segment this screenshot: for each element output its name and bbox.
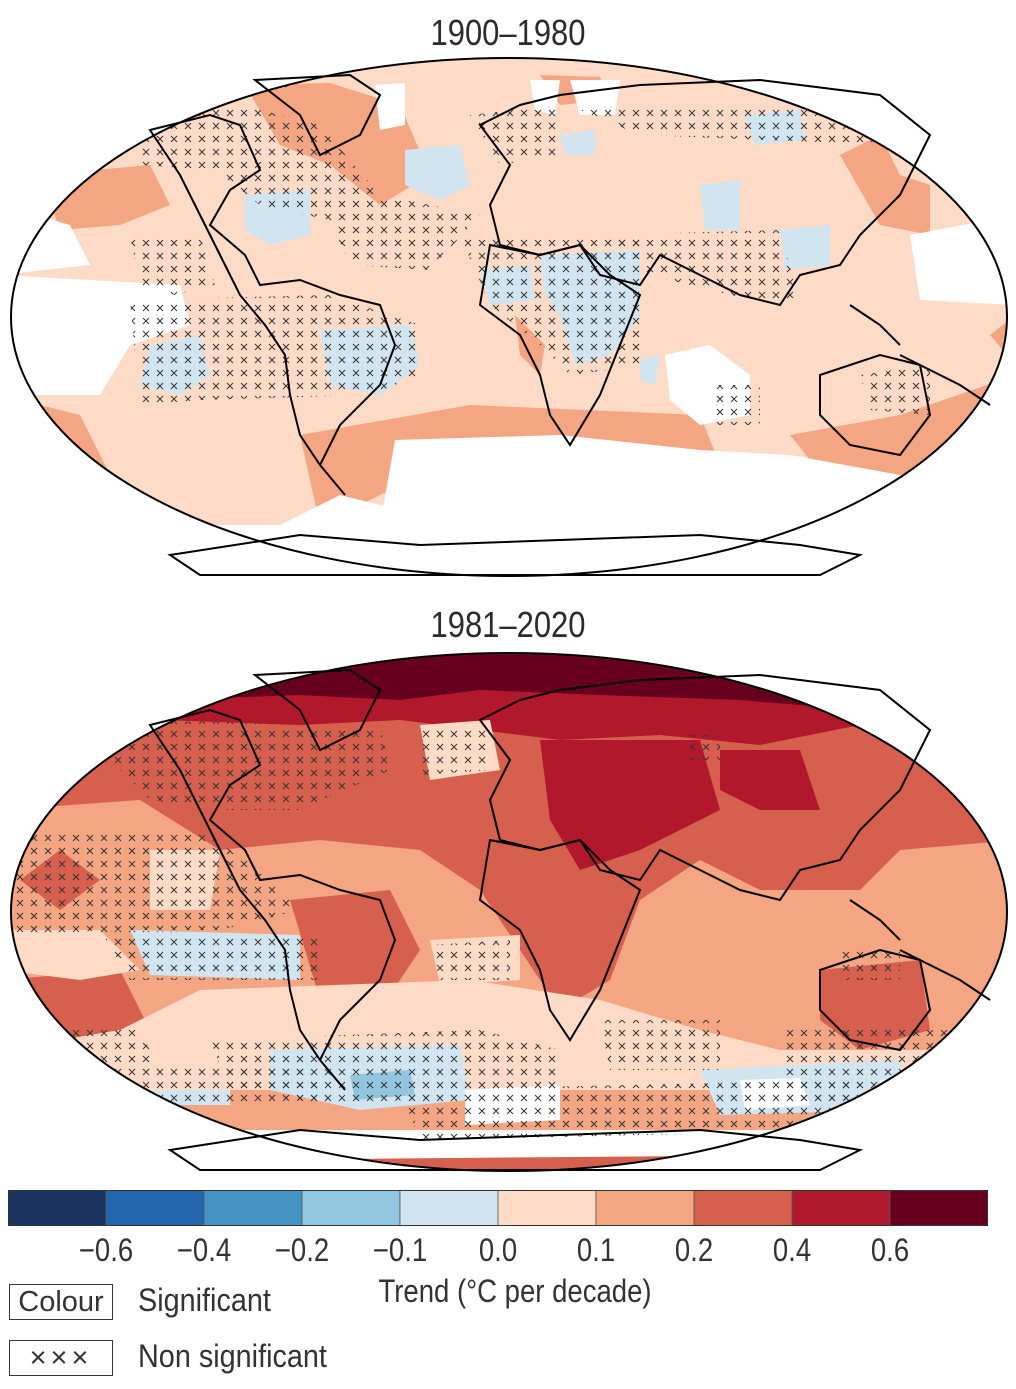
colorbar-cell [8, 1190, 107, 1226]
colorbar-cell [301, 1190, 401, 1226]
map-1981-2020 [10, 652, 1008, 1172]
colorbar-tick: 0.6 [870, 1232, 910, 1268]
legend-colour-swatch: Colour [9, 1284, 113, 1320]
legend-cross-swatch: ××× [9, 1340, 113, 1376]
colorbar-cell [693, 1190, 793, 1226]
legend-significant-label: Significant [138, 1282, 271, 1318]
panel-title-1981-2020: 1981–2020 [430, 604, 586, 645]
colorbar-cell [791, 1190, 891, 1226]
colorbar-tick: 0.4 [772, 1232, 812, 1268]
legend-nonsignificant-label: Non significant [138, 1338, 327, 1374]
map1-globe-outline [10, 57, 1008, 577]
colorbar-tick: 0.1 [576, 1232, 616, 1268]
colorbar-tick: −0.4 [176, 1232, 232, 1268]
map-1900-1980 [10, 57, 1008, 577]
colorbar [8, 1190, 988, 1226]
colorbar-tick: −0.1 [372, 1232, 428, 1268]
map2-globe-outline [10, 652, 1008, 1172]
colorbar-cell [399, 1190, 499, 1226]
map2-coastlines [148, 668, 991, 1171]
colorbar-label: Trend (°C per decade) [378, 1273, 652, 1309]
colorbar-tick: 0.2 [674, 1232, 714, 1268]
colorbar-tick: −0.2 [274, 1232, 330, 1268]
colorbar-tick: −0.6 [78, 1232, 134, 1268]
colorbar-cell [497, 1190, 597, 1226]
panel-title-1900-1980: 1900–1980 [430, 12, 586, 53]
colorbar-tick: 0.0 [478, 1232, 518, 1268]
colorbar-cell [889, 1190, 988, 1226]
colorbar-cell [105, 1190, 205, 1226]
colorbar-cell [203, 1190, 303, 1226]
colorbar-cell [595, 1190, 695, 1226]
